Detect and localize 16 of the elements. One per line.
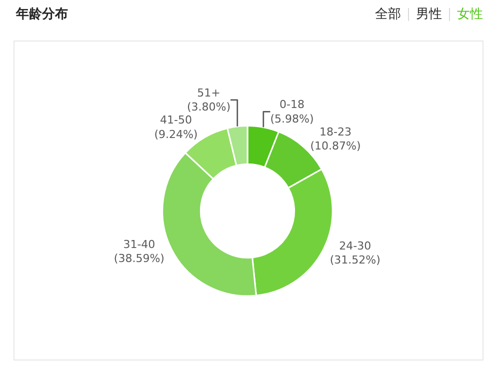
slice-label: 41-50 (160, 114, 192, 127)
data-label: (9.24%) (154, 128, 198, 141)
data-label: (31.52%) (330, 254, 380, 267)
slice-label: 24-30 (339, 239, 372, 252)
text: 男性 (416, 7, 442, 22)
chart-title: 年龄分布 (15, 7, 68, 22)
data-label: (5.98%) (270, 112, 314, 126)
data-label: (3.80%) (187, 100, 231, 114)
slice-label: 31-40 (123, 238, 156, 251)
slice-label: 18-23 (320, 125, 352, 138)
data-label: (10.87%) (310, 140, 361, 153)
slice-label: 51+ (197, 86, 220, 100)
text: 全部 (375, 7, 401, 22)
data-label: (38.59%) (114, 252, 164, 266)
slice-label: 0-18 (280, 98, 304, 112)
text: 女性 (457, 7, 483, 22)
